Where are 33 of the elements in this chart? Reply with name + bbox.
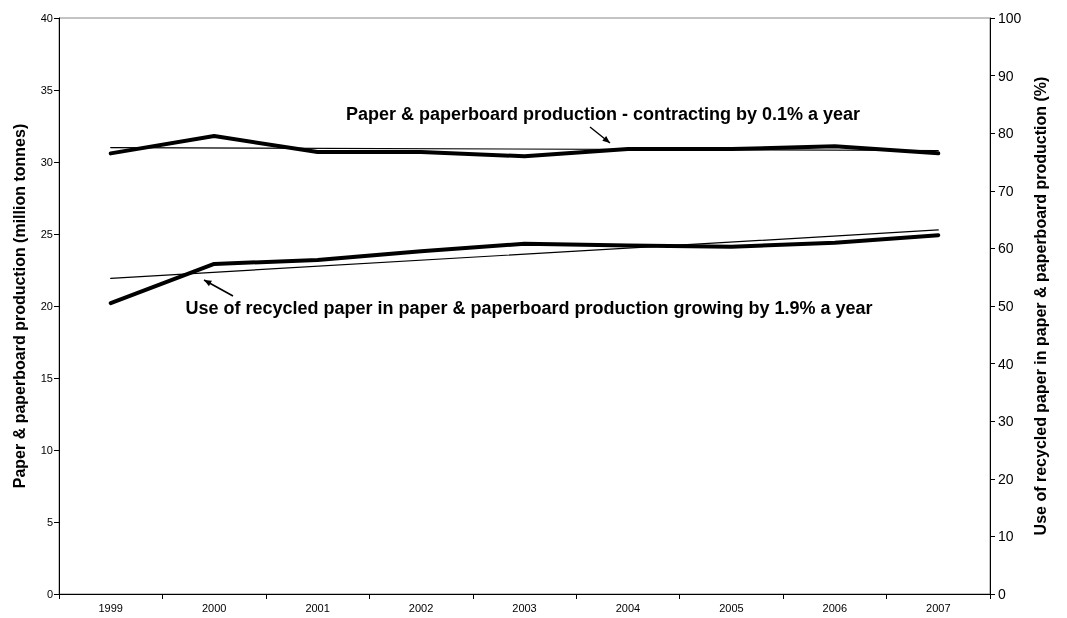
y-tick-label: 5	[46, 516, 53, 528]
y2-tick-label: 60	[998, 240, 1014, 257]
y2-tick-label: 30	[998, 413, 1014, 430]
x-tick-label: 1999	[98, 601, 123, 614]
x-tick-label: 2004	[615, 601, 641, 614]
y2-tick-label: 10	[998, 528, 1014, 545]
y2-tick-label: 0	[998, 586, 1006, 602]
annotation: Use of recycled paper in paper & paperboard production growing by 1.9% a year	[185, 298, 873, 318]
y2-axis-title: Use of recycled paper in paper & paperboard production (%)	[1031, 76, 1049, 536]
y-tick-label: 10	[40, 444, 53, 456]
y2-tick-label: 40	[998, 355, 1014, 372]
y2-tick-label: 70	[998, 182, 1014, 199]
y-tick-label: 30	[40, 156, 53, 168]
y2-tick-label: 50	[998, 298, 1014, 314]
x-tick-label: 2002	[408, 601, 434, 614]
y-tick-label: 0	[46, 588, 53, 600]
x-tick-label: 2007	[926, 601, 951, 614]
x-tick-label: 2005	[719, 601, 744, 614]
x-tick-label: 2006	[822, 601, 848, 614]
x-tick-label: 2000	[201, 601, 227, 614]
y-tick-label: 15	[40, 372, 53, 384]
y2-tick-label: 80	[998, 125, 1014, 142]
y-axis-title: Paper & paperboard production (million tonnes)	[10, 123, 28, 489]
x-tick-label: 2003	[512, 601, 537, 614]
y-tick-label: 20	[40, 300, 53, 312]
y2-tick-label: 100	[998, 10, 1022, 26]
x-tick-label: 2001	[305, 601, 330, 614]
y-tick-label: 35	[40, 84, 53, 96]
y2-tick-label: 20	[998, 470, 1014, 487]
y2-tick-label: 90	[998, 67, 1014, 84]
annotation: Paper & paperboard production - contracting by 0.1% a year	[345, 104, 861, 124]
y-tick-label: 25	[40, 228, 53, 240]
y-tick-label: 40	[40, 12, 53, 24]
